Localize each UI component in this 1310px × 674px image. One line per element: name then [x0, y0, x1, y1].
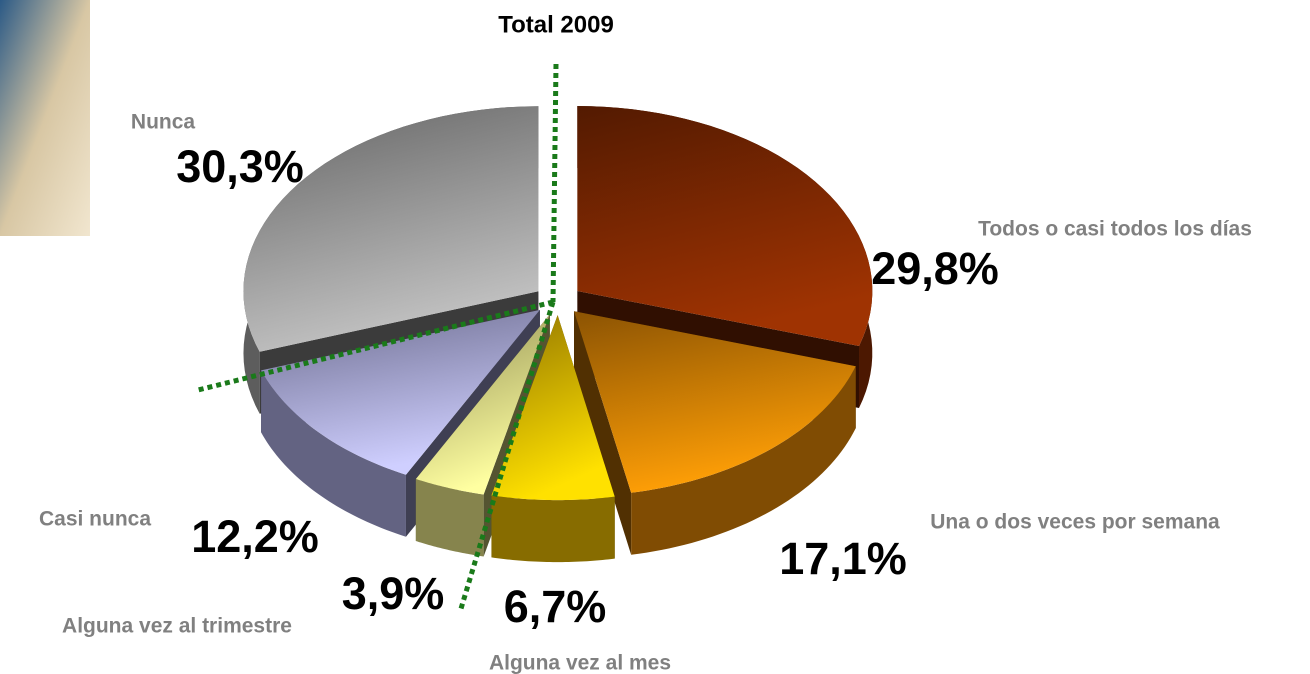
- category-label: Una o dos veces por semana: [930, 511, 1220, 534]
- value-label: 17,1%: [779, 533, 907, 584]
- value-label: 30,3%: [176, 141, 304, 192]
- category-label: Nunca: [131, 111, 196, 134]
- value-label: 3,9%: [342, 568, 445, 619]
- category-label: Alguna vez al mes: [489, 652, 671, 674]
- slice-side: [491, 495, 614, 562]
- pie: [243, 106, 872, 562]
- chart: Total 2009 Todos o casi todos los días29…: [0, 0, 1310, 674]
- chart-title: Total 2009: [498, 11, 614, 38]
- photo: [0, 0, 90, 236]
- category-label: Todos o casi todos los días: [978, 218, 1252, 241]
- category-label: Alguna vez al trimestre: [62, 615, 292, 638]
- value-label: 29,8%: [871, 243, 999, 294]
- value-label: 12,2%: [191, 511, 319, 562]
- category-label: Casi nunca: [39, 508, 151, 531]
- value-label: 6,7%: [504, 581, 607, 632]
